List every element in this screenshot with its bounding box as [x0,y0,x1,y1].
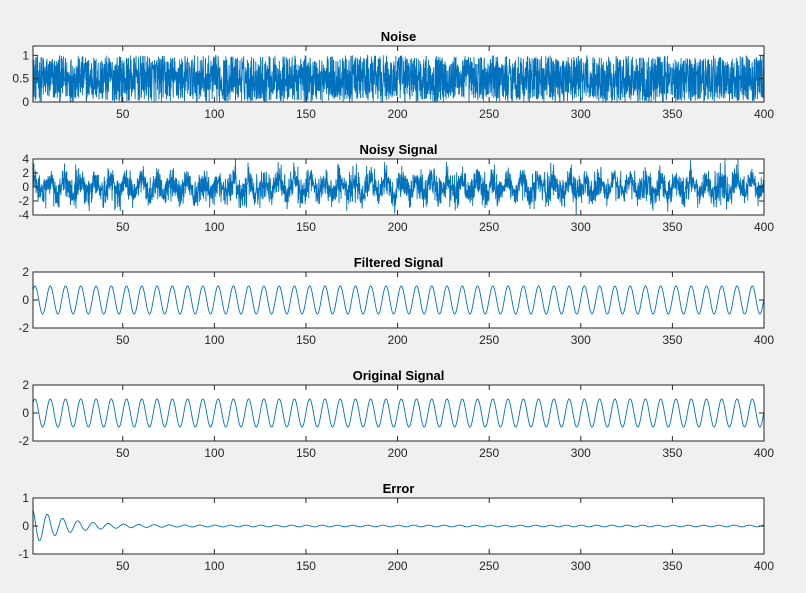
panel-title: Filtered Signal [354,255,444,270]
x-tick-label: 250 [479,559,499,573]
x-tick-label: 400 [754,559,774,573]
x-tick-label: 200 [388,107,408,121]
subplot-3: Filtered Signal 50 100 150 200 250 300 350 400 -2… [18,255,774,347]
axes-background [33,272,764,328]
x-tick-label: 350 [662,446,682,460]
y-tick-label: -2 [18,321,29,335]
x-tick-label: 400 [754,333,774,347]
axes-box [32,45,765,103]
panel-title: Error [383,481,415,496]
subplot-4: Original Signal 50 100 150 200 250 300 350 400 -2… [18,368,774,460]
x-tick-label: 100 [204,333,224,347]
x-tick-label: 150 [296,559,316,573]
series-line [33,285,764,315]
x-tick-label: 50 [116,220,130,234]
x-tick-label: 350 [662,107,682,121]
x-tick-label: 250 [479,333,499,347]
axes-background [33,498,764,554]
x-tick-label: 400 [754,220,774,234]
x-tick-label: 300 [571,107,591,121]
y-tick-label: -2 [18,194,29,208]
y-tick-label: 2 [22,265,29,279]
x-tick-label: 150 [296,220,316,234]
panel-title: Noise [381,29,416,44]
axes-background [33,385,764,441]
y-tick-label: 0 [22,406,29,420]
y-tick-label: -2 [18,434,29,448]
x-tick-label: 300 [571,333,591,347]
x-tick-label: 200 [388,446,408,460]
subplot-2: Noisy Signal 50 100 150 200 250 300 350 400 -4-20… [18,142,774,234]
subplot-1: Noise 50 100 150 200 250 300 350 400 0 0.5 1 [12,29,774,121]
x-tick-label: 150 [296,107,316,121]
x-tick-label: 50 [116,559,130,573]
y-tick-label: 1 [22,491,29,505]
x-tick-label: 350 [662,559,682,573]
series-line [33,54,764,102]
x-tick-label: 200 [388,559,408,573]
x-tick-label: 150 [296,446,316,460]
x-tick-label: 250 [479,446,499,460]
x-tick-label: 300 [571,220,591,234]
x-tick-label: 400 [754,446,774,460]
x-tick-label: 350 [662,220,682,234]
subplot-5: Error 50 100 150 200 250 300 350 400 -1 0 1 [18,481,774,573]
series-line [33,509,764,542]
y-tick-label: 2 [22,166,29,180]
x-tick-label: 100 [204,107,224,121]
y-tick-label: -4 [18,208,29,222]
x-tick-label: 100 [204,559,224,573]
x-tick-label: 100 [204,220,224,234]
x-tick-label: 200 [388,333,408,347]
y-tick-label: 0 [22,95,29,109]
x-tick-label: 50 [116,333,130,347]
x-tick-label: 300 [571,559,591,573]
x-tick-label: 350 [662,333,682,347]
panel-title: Noisy Signal [359,142,437,157]
x-tick-label: 400 [754,107,774,121]
x-tick-label: 150 [296,333,316,347]
y-tick-label: 4 [22,152,29,166]
x-tick-label: 300 [571,446,591,460]
x-tick-label: 250 [479,107,499,121]
y-tick-label: -1 [18,547,29,561]
x-tick-label: 100 [204,446,224,460]
panel-title: Original Signal [353,368,445,383]
x-tick-label: 200 [388,220,408,234]
series-line [33,159,764,215]
x-tick-label: 250 [479,220,499,234]
y-tick-label: 0.5 [12,72,29,86]
y-tick-label: 0 [22,293,29,307]
y-tick-label: 0 [22,519,29,533]
y-tick-label: 2 [22,378,29,392]
x-tick-label: 50 [116,107,130,121]
series-line [33,398,764,428]
y-tick-label: 1 [22,48,29,62]
x-tick-label: 50 [116,446,130,460]
y-tick-label: 0 [22,180,29,194]
